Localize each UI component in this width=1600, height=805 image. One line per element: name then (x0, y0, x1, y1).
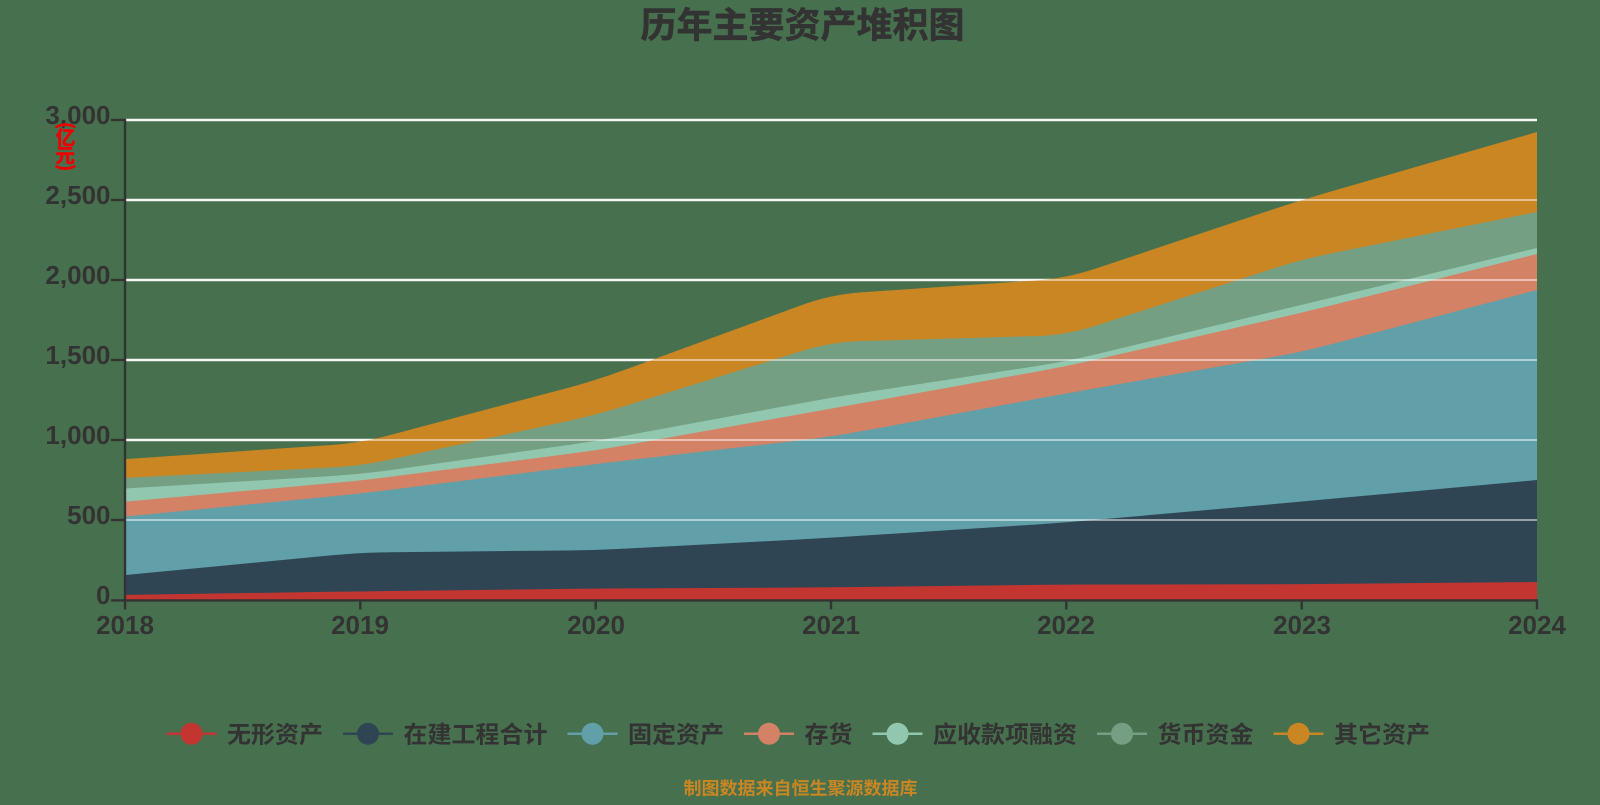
svg-text:2024: 2024 (1508, 610, 1566, 640)
svg-text:3,000: 3,000 (45, 100, 110, 130)
svg-text:0: 0 (96, 580, 110, 610)
svg-text:2020: 2020 (567, 610, 625, 640)
svg-text:2,500: 2,500 (45, 180, 110, 210)
svg-text:1,000: 1,000 (45, 420, 110, 450)
svg-text:2023: 2023 (1273, 610, 1331, 640)
svg-text:500: 500 (67, 500, 110, 530)
svg-text:1,500: 1,500 (45, 340, 110, 370)
svg-text:2,000: 2,000 (45, 260, 110, 290)
svg-text:2018: 2018 (96, 610, 154, 640)
svg-text:2021: 2021 (802, 610, 860, 640)
svg-text:2022: 2022 (1037, 610, 1095, 640)
svg-text:2019: 2019 (331, 610, 389, 640)
